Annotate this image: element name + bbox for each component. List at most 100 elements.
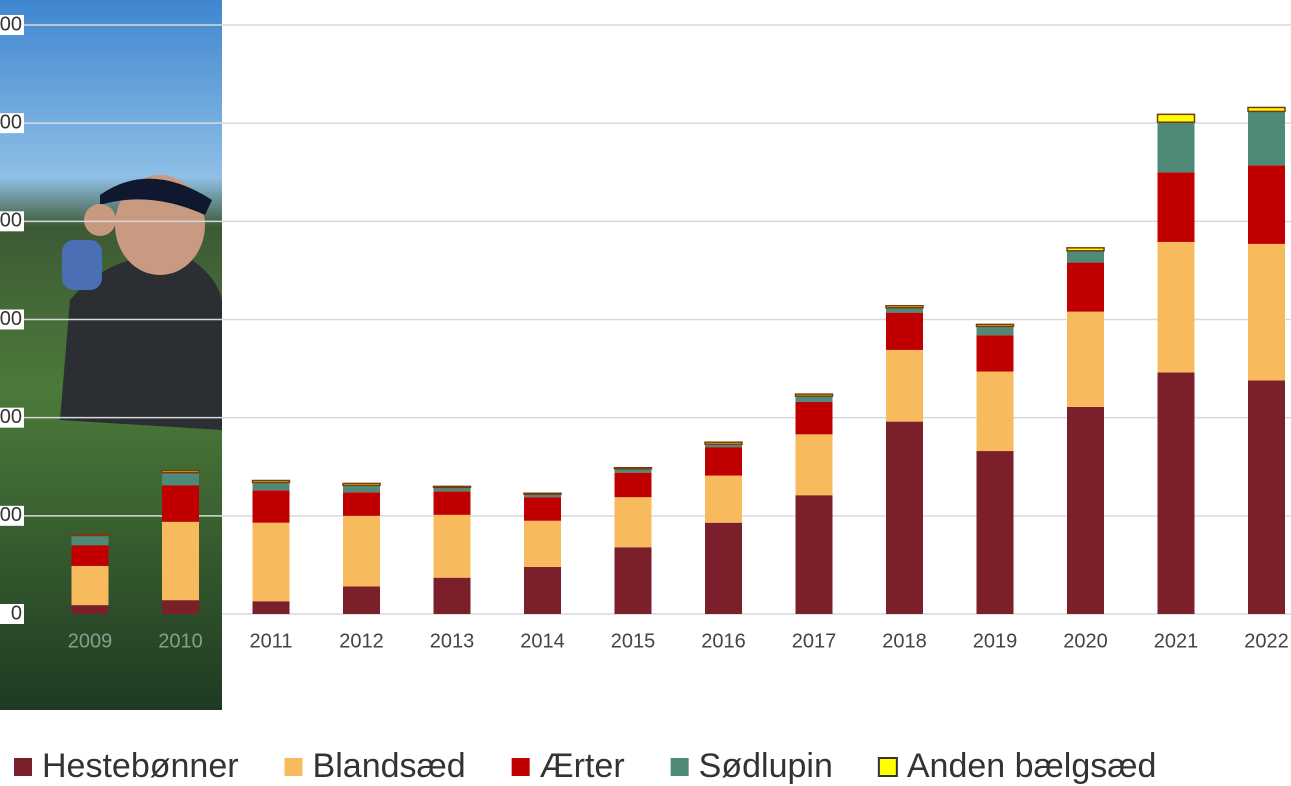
bar-segment	[524, 520, 561, 567]
tick-label-bg	[0, 309, 24, 330]
bar-segment	[886, 312, 923, 350]
y-tick-label: 0	[11, 602, 22, 624]
tick-label-bg	[0, 113, 24, 134]
x-tick-label: 2015	[611, 630, 656, 652]
x-tick-label: 2012	[339, 630, 384, 652]
y-tick-label: 200	[0, 406, 22, 428]
bar-segment	[614, 468, 652, 473]
bar-segment	[252, 522, 290, 602]
x-tick-label: 2021	[1154, 630, 1199, 652]
bar-segment	[1067, 262, 1104, 312]
bar-segment	[976, 371, 1014, 452]
bar-segment	[795, 495, 833, 614]
bar-segment	[976, 451, 1014, 614]
bar-segment	[1156, 113, 1196, 123]
x-tick-label: 2022	[1244, 630, 1289, 652]
bar-segment	[343, 485, 380, 493]
bar-segment	[705, 447, 742, 476]
bar-segment	[885, 305, 924, 309]
bar-segment	[1157, 122, 1195, 173]
bar-segment	[1248, 111, 1285, 166]
bar-segment	[1157, 241, 1195, 373]
tick-label-bg	[0, 604, 24, 624]
bar-segment	[614, 472, 652, 498]
legend-label: Ærter	[540, 747, 625, 785]
bar-segment	[432, 485, 472, 489]
x-tick-label: 2011	[249, 630, 292, 652]
bar-segment	[886, 349, 923, 422]
legend-swatch	[511, 758, 530, 776]
bar-segment	[1067, 250, 1104, 263]
bar-segment	[251, 479, 291, 484]
y-tick-label: 500	[0, 111, 22, 133]
bar-segment	[705, 522, 742, 614]
bar-segment	[614, 497, 652, 548]
tick-label-bg	[0, 15, 24, 35]
bar-segment	[162, 600, 199, 614]
bar-segment	[524, 566, 561, 614]
y-tick-label: 600	[0, 13, 22, 35]
bar-segment	[70, 533, 110, 537]
bar-segment	[433, 487, 471, 492]
bar-segment	[433, 577, 471, 614]
legend-label: Blandsæd	[313, 747, 466, 785]
bar-segment	[1247, 106, 1286, 113]
bar-segment	[343, 515, 380, 587]
bar-segment	[162, 485, 199, 522]
bar-segment	[162, 521, 199, 601]
bar-segment	[1248, 165, 1285, 244]
bar-segment	[1248, 380, 1285, 614]
bar-segment	[343, 586, 380, 614]
legend-swatch	[670, 758, 689, 776]
bar-segment	[71, 565, 109, 606]
bar-segment	[795, 396, 833, 402]
tick-label-bg	[0, 505, 24, 526]
legend-swatch	[284, 758, 303, 776]
legend-label: Sødlupin	[699, 747, 833, 785]
bar-segment	[343, 492, 380, 516]
y-tick-label: 400	[0, 210, 22, 232]
legend-swatch	[14, 758, 32, 776]
bar-segment	[976, 326, 1014, 336]
x-tick-label: 2018	[882, 630, 927, 652]
bar-segment	[162, 472, 199, 486]
bar-segment	[252, 482, 290, 491]
bar-segment	[975, 323, 1015, 328]
bar-segment	[71, 535, 109, 546]
bar-segment	[252, 601, 290, 614]
bar-segment	[524, 494, 561, 498]
bar-segment	[1248, 243, 1285, 381]
bar-segment	[433, 491, 471, 515]
legend-label: Anden bælgsæd	[907, 747, 1157, 785]
background-photo	[0, 0, 222, 710]
bar-segment	[342, 482, 381, 487]
y-tick-label: 300	[0, 308, 22, 330]
bar-segment	[794, 393, 834, 397]
bar-segment	[523, 492, 562, 495]
bar-segment	[705, 444, 742, 448]
tick-label-bg	[0, 211, 24, 232]
bar-segment	[433, 514, 471, 578]
bar-segment	[1067, 406, 1104, 614]
bar-segment	[161, 469, 200, 474]
tick-label-bg	[0, 407, 24, 428]
bar-segment	[71, 545, 109, 566]
bar-segment	[1067, 311, 1104, 407]
x-tick-label: 2010	[158, 630, 203, 652]
x-tick-label: 2020	[1063, 630, 1108, 652]
bar-segment	[1157, 372, 1195, 614]
bar-segment	[613, 466, 653, 470]
bar-segment	[614, 547, 652, 614]
bar-segment	[524, 497, 561, 521]
legend-swatch	[877, 757, 898, 777]
x-tick-label: 2013	[430, 630, 475, 652]
bar-segment	[705, 475, 742, 523]
x-tick-label: 2016	[701, 630, 746, 652]
legend-label: Hestebønner	[42, 747, 239, 785]
bar-segment	[976, 335, 1014, 372]
bar-segment	[704, 441, 743, 445]
bar-segment	[886, 307, 923, 313]
bar-segment	[71, 605, 109, 614]
bar-segment	[1066, 247, 1105, 252]
